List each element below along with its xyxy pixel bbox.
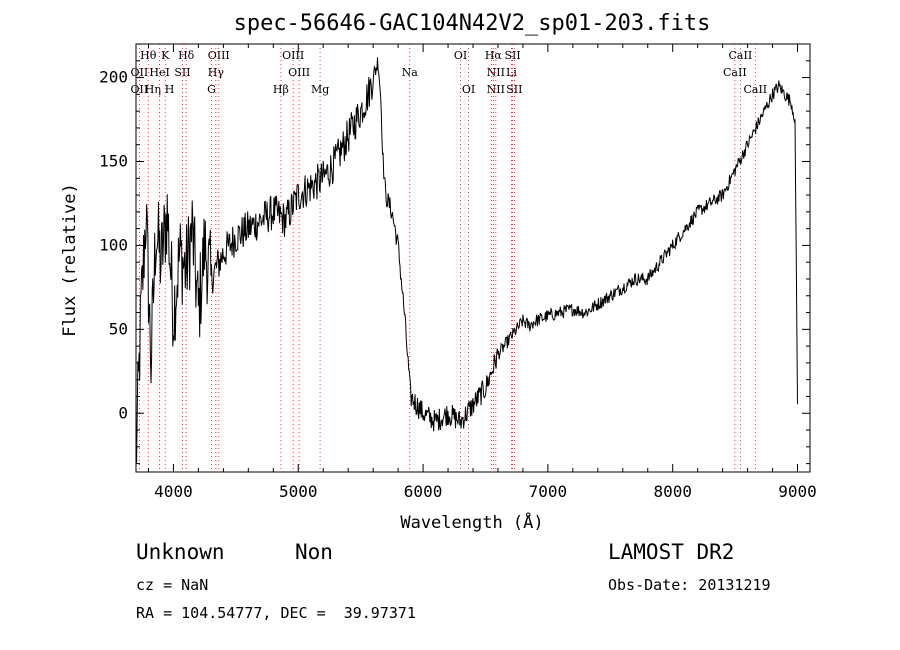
line-label-7: Hγ xyxy=(208,66,225,79)
line-label-9: OIII xyxy=(282,49,304,62)
x-tick-label-3: 7000 xyxy=(529,482,568,501)
line-label-20: NII xyxy=(487,83,505,96)
line-label-14: OI xyxy=(454,49,467,62)
coordinates: RA = 104.54777, DEC = 39.97371 xyxy=(136,604,416,622)
line-label-19: Li xyxy=(506,66,517,79)
line-label-0: Hθ xyxy=(140,49,157,62)
redshift-cz: cz = NaN xyxy=(136,576,209,594)
line-label-24: H xyxy=(165,83,175,96)
line-label-26: CaII xyxy=(723,66,747,79)
line-label-1: K xyxy=(161,49,170,62)
x-axis-label: Wavelength (Å) xyxy=(400,511,543,533)
line-label-23: Hη xyxy=(145,83,161,96)
line-label-3: OII xyxy=(131,66,149,79)
x-tick-label-4: 8000 xyxy=(653,482,692,501)
line-label-5: SII xyxy=(174,66,190,79)
line-label-13: Na xyxy=(402,66,419,79)
line-label-10: OIII xyxy=(288,66,310,79)
line-label-8: G xyxy=(207,83,216,96)
line-label-21: SII xyxy=(506,83,522,96)
line-label-12: Mg xyxy=(311,83,329,96)
x-tick-label-0: 4000 xyxy=(154,482,193,501)
line-label-16: Hα xyxy=(485,49,503,62)
x-tick-label-2: 6000 xyxy=(404,482,443,501)
spectrum-line xyxy=(135,57,798,463)
plot-area: Hθ K Hδ OII HeI SII OIII Hγ G OIII OIII Hβ Mg Na OI OI H… xyxy=(99,43,817,501)
line-label-17: SII xyxy=(504,49,520,62)
line-label-18: NII xyxy=(487,66,505,79)
line-label-25: CaII xyxy=(729,49,753,62)
line-label-15: OI xyxy=(462,83,475,96)
obs-date: Obs-Date: 20131219 xyxy=(608,576,771,594)
y-axis-label: Flux (relative) xyxy=(60,183,80,337)
y-tick-label-0: 0 xyxy=(118,403,128,422)
line-label-6: OIII xyxy=(208,49,230,62)
line-label-4: HeI xyxy=(149,66,169,79)
subclass: Non xyxy=(295,540,333,564)
object-class: Unknown xyxy=(136,540,225,564)
y-tick-label-3: 150 xyxy=(99,151,128,170)
survey-name: LAMOST DR2 xyxy=(608,540,735,564)
line-label-22: OII xyxy=(131,83,149,96)
y-tick-label-4: 200 xyxy=(99,68,128,87)
x-tick-label-5: 9000 xyxy=(778,482,817,501)
x-tick-label-1: 5000 xyxy=(279,482,318,501)
line-label-2: Hδ xyxy=(178,49,195,62)
y-tick-label-2: 100 xyxy=(99,235,128,254)
y-tick-label-1: 50 xyxy=(109,319,128,338)
chart-title: spec-56646-GAC104N42V2_sp01-203.fits xyxy=(234,11,711,36)
line-label-11: Hβ xyxy=(273,83,289,96)
line-label-27: CaII xyxy=(743,83,767,96)
